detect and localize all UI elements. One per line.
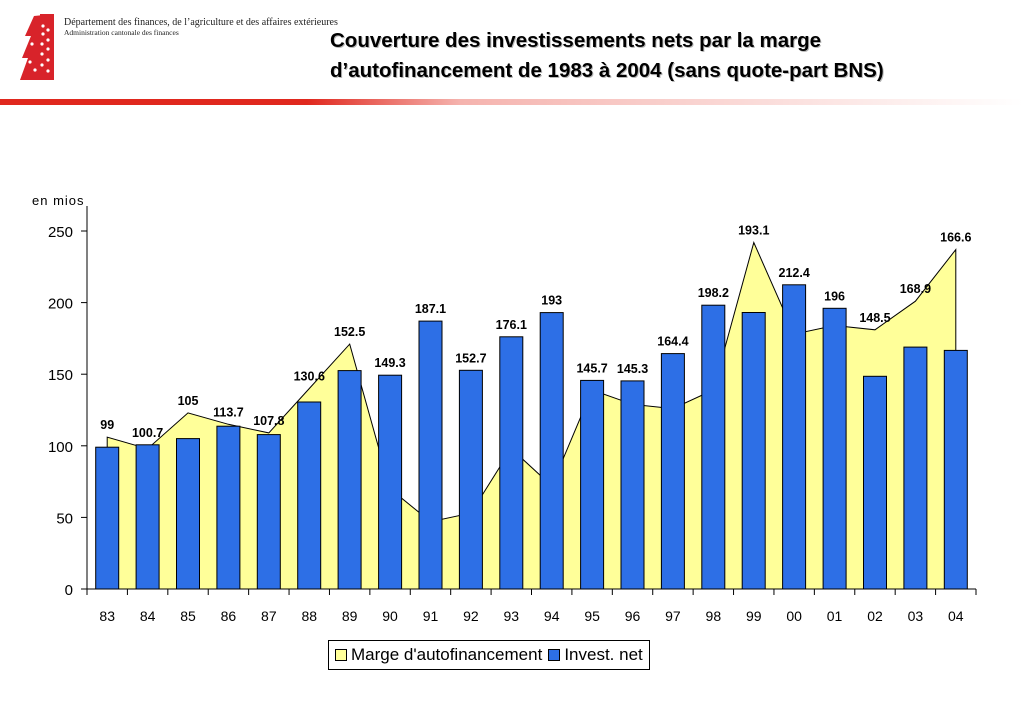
bar-invest-net [782,284,807,590]
x-tick-label: 96 [625,608,641,624]
bar-invest-net [297,401,322,590]
x-tick-label: 01 [827,608,843,624]
bar-invest-net [378,374,403,590]
bar-invest-net [701,304,726,590]
bar-invest-net [620,380,645,590]
bar-invest-net [135,444,160,590]
data-label-invest-net: 107.8 [253,414,284,428]
legend-item-marge: Marge d'autofinancement [335,645,542,665]
title-line-1: Couverture des investissements nets par … [330,29,822,52]
data-label-invest-net: 130.6 [294,370,325,384]
bar-invest-net [499,336,524,590]
data-label-invest-net: 152.5 [334,325,365,339]
legend-label-marge: Marge d'autofinancement [351,645,543,664]
data-label-invest-net: 187.1 [415,302,446,316]
data-label-invest-net: 105 [178,394,199,408]
x-tick-label: 87 [261,608,277,624]
chart-legend: Marge d'autofinancement Invest. net [328,640,650,670]
y-unit-label: en mios [32,193,85,208]
data-label-invest-net: 164.4 [657,335,688,349]
data-label-invest-net: 196 [824,289,845,303]
bar-invest-net [458,369,483,590]
x-tick-label: 97 [665,608,681,624]
bar-invest-net [580,379,605,590]
x-tick-label: 90 [382,608,398,624]
y-tick-label: 100 [48,439,73,456]
legend-item-invest: Invest. net [548,645,643,665]
y-tick-label: 250 [48,224,73,241]
x-tick-label: 84 [140,608,156,624]
x-tick-label: 03 [908,608,924,624]
bar-invest-net [216,425,241,590]
bar-invest-net [660,353,685,590]
bar-invest-net [176,438,200,590]
x-tick-label: 83 [99,608,115,624]
bar-invest-net [863,375,887,590]
bar-invest-net [337,370,362,590]
x-tick-label: 85 [180,608,196,624]
bar-invest-net [741,312,766,590]
data-label-invest-net: 168.9 [900,282,931,296]
data-label-invest-net: 149.3 [374,356,405,370]
x-tick-label: 92 [463,608,479,624]
data-label-invest-net: 176.1 [496,318,527,332]
data-label-invest-net: 113.7 [213,405,244,419]
x-tick-label: 00 [786,608,802,624]
x-tick-label: 91 [423,608,439,624]
y-tick-label: 200 [48,296,73,313]
data-label-invest-net: 145.3 [617,362,648,376]
bar-invest-net [822,307,847,590]
x-tick-label: 93 [504,608,520,624]
bar-invest-net [256,434,281,590]
legend-label-invest: Invest. net [564,645,643,664]
bar-invest-net [418,320,443,590]
bar-invest-net [943,349,968,590]
data-label-invest-net: 145.7 [576,361,607,375]
x-tick-label: 95 [584,608,600,624]
header-rule [0,99,1023,105]
data-label-invest-net: 100.7 [132,426,163,440]
canton-logo [20,14,54,80]
bar-invest-net [903,346,928,590]
x-tick-label: 88 [301,608,317,624]
x-tick-label: 04 [948,608,964,624]
title-line-2: d’autofinancement de 1983 à 2004 (sans q… [330,59,884,82]
data-label-invest-net: 193.1 [738,223,769,237]
data-label-invest-net: 198.2 [698,286,729,300]
department-line: Département des finances, de l’agricultu… [64,17,338,28]
bar-invest-net [95,446,120,590]
x-tick-label: 98 [706,608,722,624]
x-tick-label: 86 [221,608,237,624]
administration-line: Administration cantonale des finances [64,28,179,37]
data-label-invest-net: 152.7 [455,351,486,365]
x-tick-label: 89 [342,608,358,624]
y-tick-label: 50 [56,510,73,527]
x-tick-label: 99 [746,608,762,624]
legend-swatch-marge [335,649,347,661]
department-header: Département des finances, de l’agricultu… [64,17,344,38]
data-label-invest-net: 166.6 [940,231,971,245]
bar-invest-net [539,312,564,590]
page-title: Couverture des investissements nets par … [330,26,1010,86]
x-tick-label: 94 [544,608,560,624]
y-tick-label: 150 [48,367,73,384]
data-label-invest-net: 148.5 [859,311,890,325]
data-label-invest-net: 212.4 [779,266,810,280]
x-tick-label: 02 [867,608,883,624]
data-label-invest-net: 99 [100,418,114,432]
data-label-invest-net: 193 [541,294,562,308]
legend-swatch-invest [548,649,561,661]
y-tick-label: 0 [65,582,73,599]
